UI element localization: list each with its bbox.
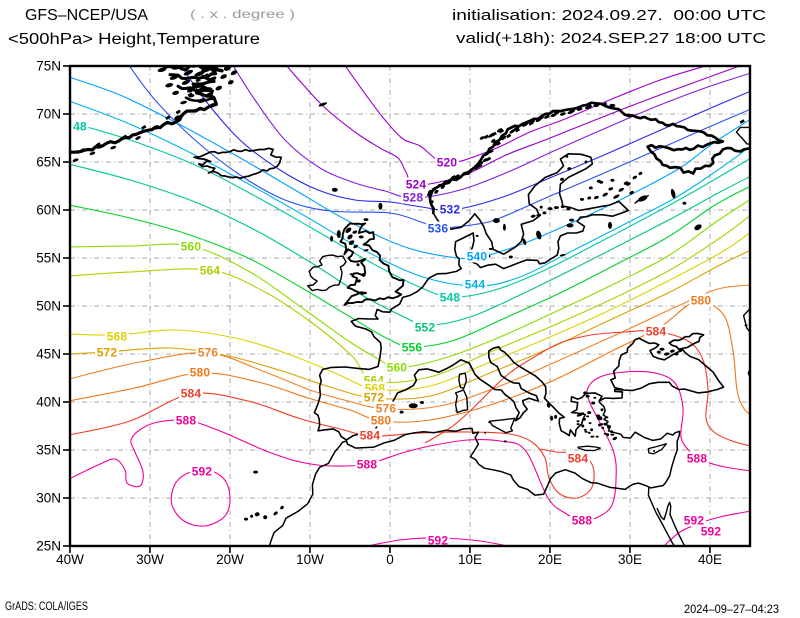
svg-text:580: 580 [691,294,712,308]
svg-text:580: 580 [371,414,392,428]
svg-text:75N: 75N [36,59,61,74]
svg-text:48: 48 [73,120,87,134]
svg-text:592: 592 [192,465,213,479]
svg-text:560: 560 [181,240,202,254]
svg-text:536: 536 [428,222,449,236]
svg-text:30E: 30E [618,552,642,567]
svg-text:30N: 30N [36,491,61,506]
svg-text:568: 568 [107,330,128,344]
svg-text:588: 588 [572,514,593,528]
svg-text:10E: 10E [458,552,482,567]
svg-text:30W: 30W [136,552,164,567]
svg-text:576: 576 [376,402,397,416]
svg-text:592: 592 [684,514,705,528]
svg-text:584: 584 [360,429,381,443]
svg-text:2024–09–27–04:23: 2024–09–27–04:23 [684,604,779,616]
svg-text:532: 532 [440,203,461,217]
svg-text:560: 560 [387,361,408,375]
svg-text:40W: 40W [56,552,84,567]
svg-text:592: 592 [701,525,722,539]
svg-text:20W: 20W [216,552,244,567]
svg-text:40N: 40N [36,395,61,410]
svg-text:556: 556 [402,341,423,355]
svg-text:584: 584 [568,452,589,466]
svg-text:520: 520 [437,156,458,170]
svg-text:576: 576 [198,346,219,360]
svg-text:592: 592 [428,534,449,548]
svg-text:584: 584 [646,325,667,339]
svg-text:60N: 60N [36,203,61,218]
svg-text:GFS–NCEP/USA: GFS–NCEP/USA [25,7,149,24]
svg-text:588: 588 [687,452,708,466]
svg-text:588: 588 [357,458,378,472]
svg-text:584: 584 [181,387,202,401]
svg-text:528: 528 [403,191,424,205]
svg-text:540: 540 [467,250,488,264]
svg-text:20E: 20E [538,552,562,567]
svg-text:524: 524 [406,178,427,192]
svg-text:<500hPa> Height,Temperature: <500hPa> Height,Temperature [8,31,260,48]
svg-text:35N: 35N [36,443,61,458]
svg-text:544: 544 [465,278,486,292]
svg-text:( . x . degree ): ( . x . degree ) [190,7,295,21]
svg-text:initialisation: 2024.09.27. 0: initialisation: 2024.09.27. 00:00 UTC [452,7,766,24]
svg-text:548: 548 [440,291,461,305]
svg-text:GrADS: COLA/IGES: GrADS: COLA/IGES [5,601,88,613]
svg-text:588: 588 [176,414,197,428]
svg-text:50N: 50N [36,299,61,314]
svg-text:580: 580 [190,366,211,380]
svg-text:564: 564 [200,264,221,278]
svg-text:65N: 65N [36,155,61,170]
svg-text:552: 552 [415,321,436,335]
svg-text:70N: 70N [36,107,61,122]
svg-text:10W: 10W [296,552,324,567]
svg-text:25N: 25N [36,539,61,554]
svg-text:45N: 45N [36,347,61,362]
svg-text:572: 572 [97,346,118,360]
svg-text:55N: 55N [36,251,61,266]
svg-text:valid(+18h): 2024.SEP.27 18:00: valid(+18h): 2024.SEP.27 18:00 UTC [456,30,766,47]
svg-text:0: 0 [386,552,394,567]
svg-text:572: 572 [364,391,385,405]
svg-text:40E: 40E [698,552,722,567]
